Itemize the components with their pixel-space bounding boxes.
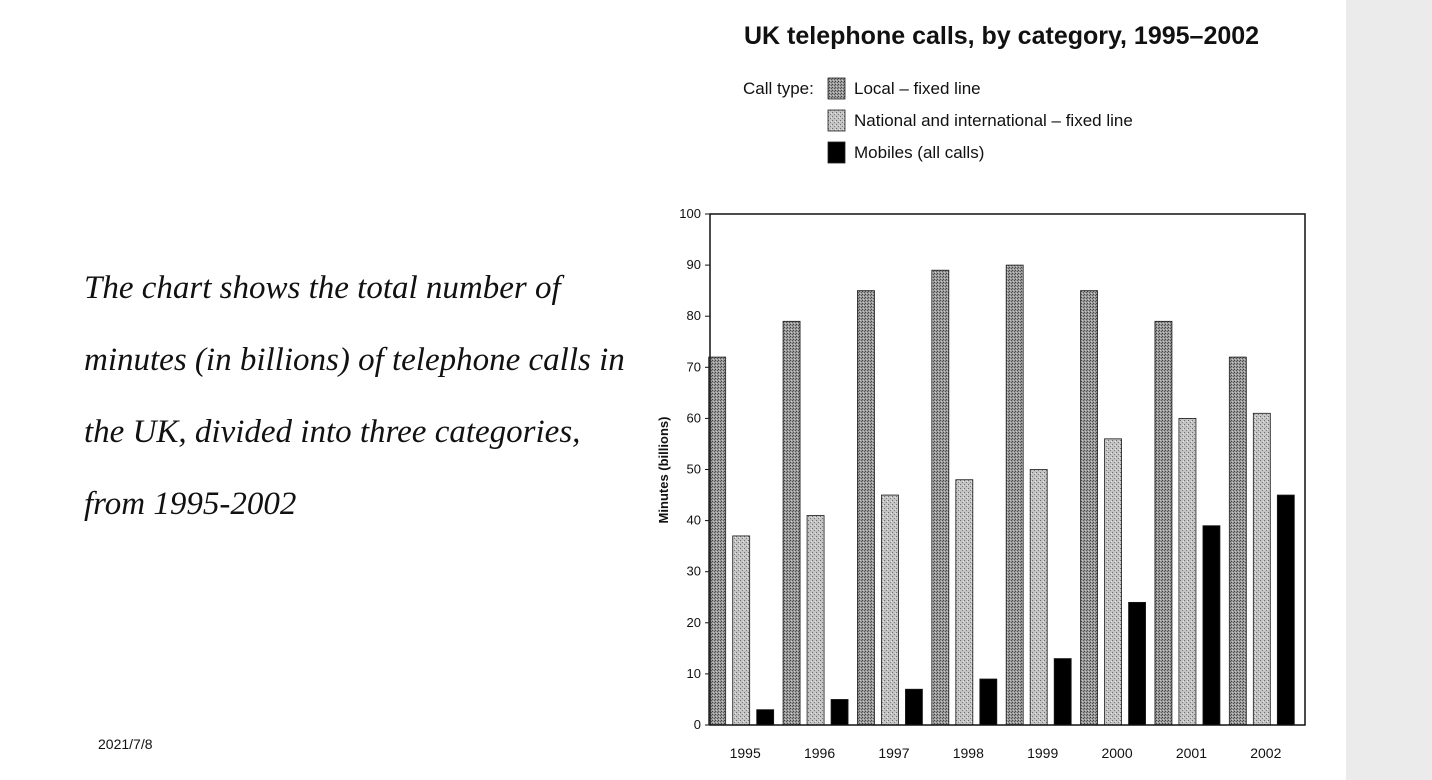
x-tick-label-2000: 2000 xyxy=(1101,745,1132,761)
bar-national-1996 xyxy=(806,515,825,726)
bar-mobile-1996 xyxy=(830,699,849,726)
bar-mobile-1999 xyxy=(1053,658,1072,726)
x-tick-label-2001: 2001 xyxy=(1176,745,1207,761)
y-tick-label: 10 xyxy=(687,666,701,681)
x-tick-label-1999: 1999 xyxy=(1027,745,1058,761)
plot-frame xyxy=(709,213,1306,726)
bar-local-1998 xyxy=(931,269,950,726)
bar-national-1995 xyxy=(732,535,751,726)
legend-title: Call type: xyxy=(743,79,814,98)
bar-local-1996 xyxy=(782,320,801,726)
legend-label-local: Local – fixed line xyxy=(854,79,981,98)
legend: Call type: Local – fixed line National an… xyxy=(743,77,1133,164)
bar-mobile-1997 xyxy=(905,688,923,726)
bar-mobile-2001 xyxy=(1202,525,1221,726)
bar-mobile-1998 xyxy=(979,678,998,726)
bar-local-2001 xyxy=(1154,320,1173,726)
bar-mobile-2002 xyxy=(1276,494,1295,726)
bars xyxy=(708,264,1295,726)
bar-local-1995 xyxy=(708,356,727,726)
y-tick-label: 30 xyxy=(687,564,701,579)
legend-swatch-mobile xyxy=(827,141,846,164)
y-tick-label: 80 xyxy=(687,308,701,323)
x-tick-label-1997: 1997 xyxy=(878,745,909,761)
y-tick-label: 40 xyxy=(687,513,701,528)
y-tick-label: 60 xyxy=(687,410,701,425)
y-axis: 0 10 20 30 40 50 60 70 80 90 100 xyxy=(679,206,710,732)
slide-date: 2021/7/8 xyxy=(98,736,153,752)
bar-national-2000 xyxy=(1104,438,1122,726)
legend-swatch-local xyxy=(827,77,846,100)
bar-national-2002 xyxy=(1252,412,1271,726)
y-tick-label: 70 xyxy=(687,359,701,374)
x-tick-label-1998: 1998 xyxy=(953,745,984,761)
y-tick-label: 50 xyxy=(687,462,701,477)
bar-mobile-2000 xyxy=(1128,601,1146,726)
x-tick-label-1996: 1996 xyxy=(804,745,835,761)
y-tick-label: 100 xyxy=(679,206,701,221)
bar-national-1998 xyxy=(955,479,974,726)
slide: The chart shows the total number of minu… xyxy=(0,0,1346,780)
y-tick-label: 20 xyxy=(687,615,701,630)
x-tick-label-2002: 2002 xyxy=(1250,745,1281,761)
bar-local-2002 xyxy=(1228,356,1247,726)
x-tick-label-1995: 1995 xyxy=(730,745,761,761)
bar-mobile-1995 xyxy=(756,709,775,726)
bar-national-1999 xyxy=(1029,469,1048,726)
chart-description: The chart shows the total number of minu… xyxy=(84,270,625,522)
bar-local-2000 xyxy=(1080,290,1098,726)
y-tick-label: 90 xyxy=(687,257,701,272)
bar-national-2001 xyxy=(1178,417,1197,726)
y-tick-label: 0 xyxy=(694,717,701,732)
bar-local-1999 xyxy=(1005,264,1024,726)
bar-local-1997 xyxy=(857,290,875,726)
legend-swatch-national xyxy=(827,109,846,132)
chart-title: UK telephone calls, by category, 1995–20… xyxy=(744,22,1259,50)
window-margin xyxy=(1346,0,1432,780)
y-axis-label: Minutes (billions) xyxy=(656,417,671,524)
legend-label-national: National and international – fixed line xyxy=(854,111,1133,130)
bar-chart: UK telephone calls, by category, 1995–20… xyxy=(656,22,1306,761)
x-axis: 1995 1996 1997 1998 1999 2000 2001 2002 xyxy=(730,745,1282,761)
legend-label-mobile: Mobiles (all calls) xyxy=(854,143,984,162)
bar-national-1997 xyxy=(881,494,899,726)
